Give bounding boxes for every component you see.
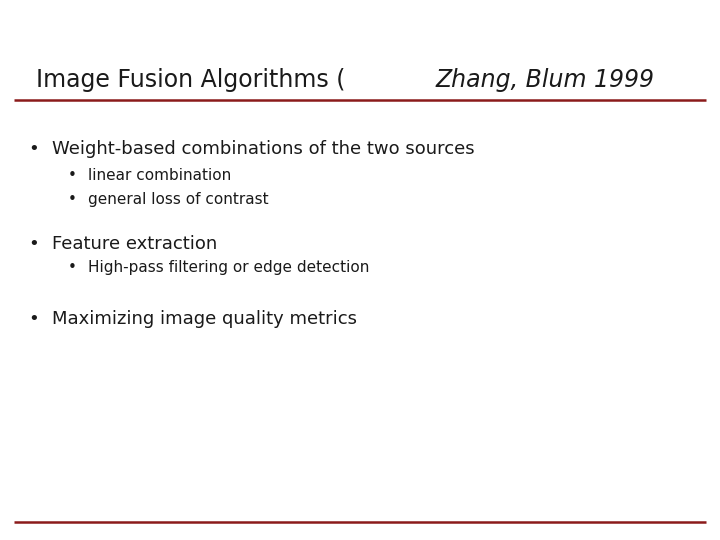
Text: Image Fusion Algorithms (: Image Fusion Algorithms (	[36, 68, 346, 92]
Text: •: •	[68, 168, 77, 183]
Text: Weight-based combinations of the two sources: Weight-based combinations of the two sou…	[52, 140, 474, 158]
Text: Zhang, Blum 1999: Zhang, Blum 1999	[435, 68, 654, 92]
Text: High-pass filtering or edge detection: High-pass filtering or edge detection	[88, 260, 369, 275]
Text: linear combination: linear combination	[88, 168, 231, 183]
Text: ): )	[718, 68, 720, 92]
Text: •: •	[68, 260, 77, 275]
Text: general loss of contrast: general loss of contrast	[88, 192, 269, 207]
Text: •: •	[28, 310, 39, 328]
Text: •: •	[28, 235, 39, 253]
Text: •: •	[28, 140, 39, 158]
Text: Maximizing image quality metrics: Maximizing image quality metrics	[52, 310, 357, 328]
Text: •: •	[68, 192, 77, 207]
Text: Feature extraction: Feature extraction	[52, 235, 217, 253]
